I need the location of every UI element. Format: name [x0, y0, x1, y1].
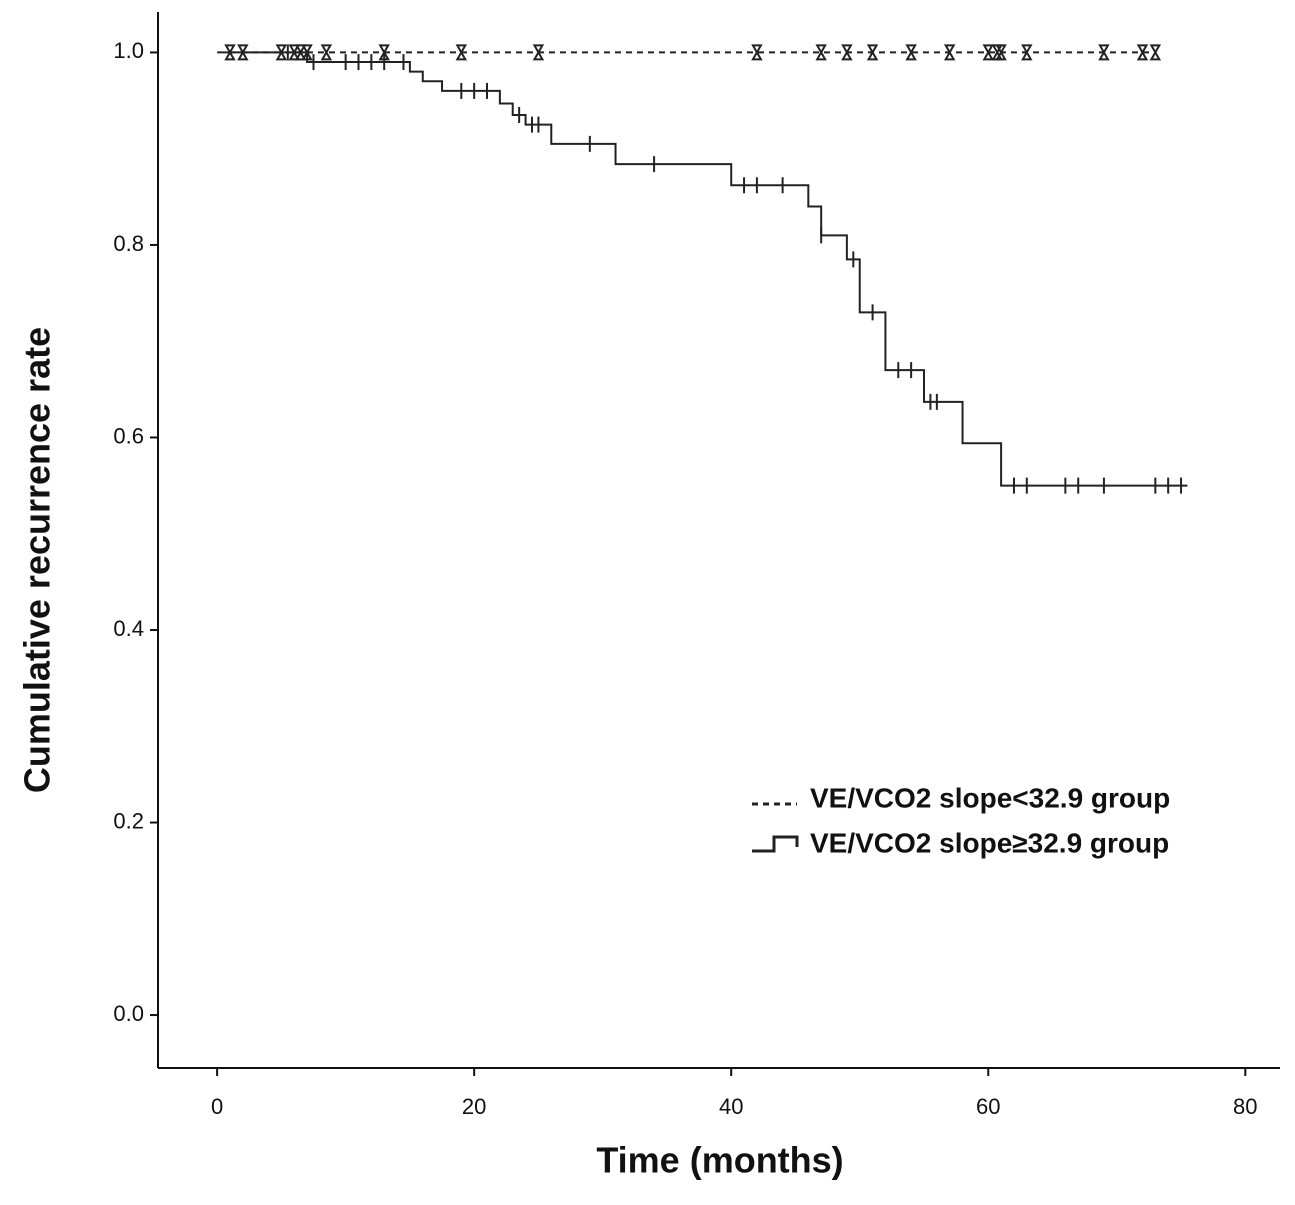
y-tick-label: 0.8 [113, 231, 144, 256]
survival-line [217, 51, 1188, 487]
censor-mark [275, 44, 288, 61]
censor-mark [455, 44, 468, 61]
censor-mark [751, 44, 763, 61]
censor-mark [237, 44, 249, 61]
censor-mark [378, 44, 390, 61]
censor-mark [1136, 44, 1149, 61]
censor-mark [1098, 44, 1110, 61]
censor-mark [224, 44, 236, 61]
y-tick-label: 0.4 [113, 616, 144, 641]
x-tick-label: 40 [719, 1094, 743, 1119]
legend-label: VE/VCO2 slope≥32.9 group [810, 827, 1169, 858]
x-axis-title: Time (months) [596, 1140, 843, 1181]
censor-mark [995, 44, 1007, 61]
censor-mark [532, 44, 545, 61]
x-tick-label: 60 [976, 1094, 1000, 1119]
censor-mark [1021, 44, 1033, 61]
censor-mark [1149, 44, 1162, 61]
y-axis-title: Cumulative recurrence rate [17, 327, 58, 793]
x-tick-label: 0 [211, 1094, 223, 1119]
x-tick-label: 80 [1233, 1094, 1257, 1119]
censor-mark [815, 44, 827, 61]
censor-mark [905, 44, 917, 61]
x-tick-label: 20 [462, 1094, 486, 1119]
censor-mark [982, 44, 994, 61]
censor-mark [943, 44, 956, 61]
censor-mark [866, 44, 879, 61]
legend-label: VE/VCO2 slope<32.9 group [810, 782, 1170, 813]
y-tick-label: 0.6 [113, 423, 144, 448]
censor-mark [841, 44, 853, 61]
censor-mark [320, 44, 333, 61]
legend-icon [752, 835, 799, 853]
y-tick-label: 1.0 [113, 38, 144, 63]
y-tick-label: 0.2 [113, 808, 144, 833]
y-tick-label: 0.0 [113, 1001, 144, 1026]
censor-mark [301, 44, 313, 61]
